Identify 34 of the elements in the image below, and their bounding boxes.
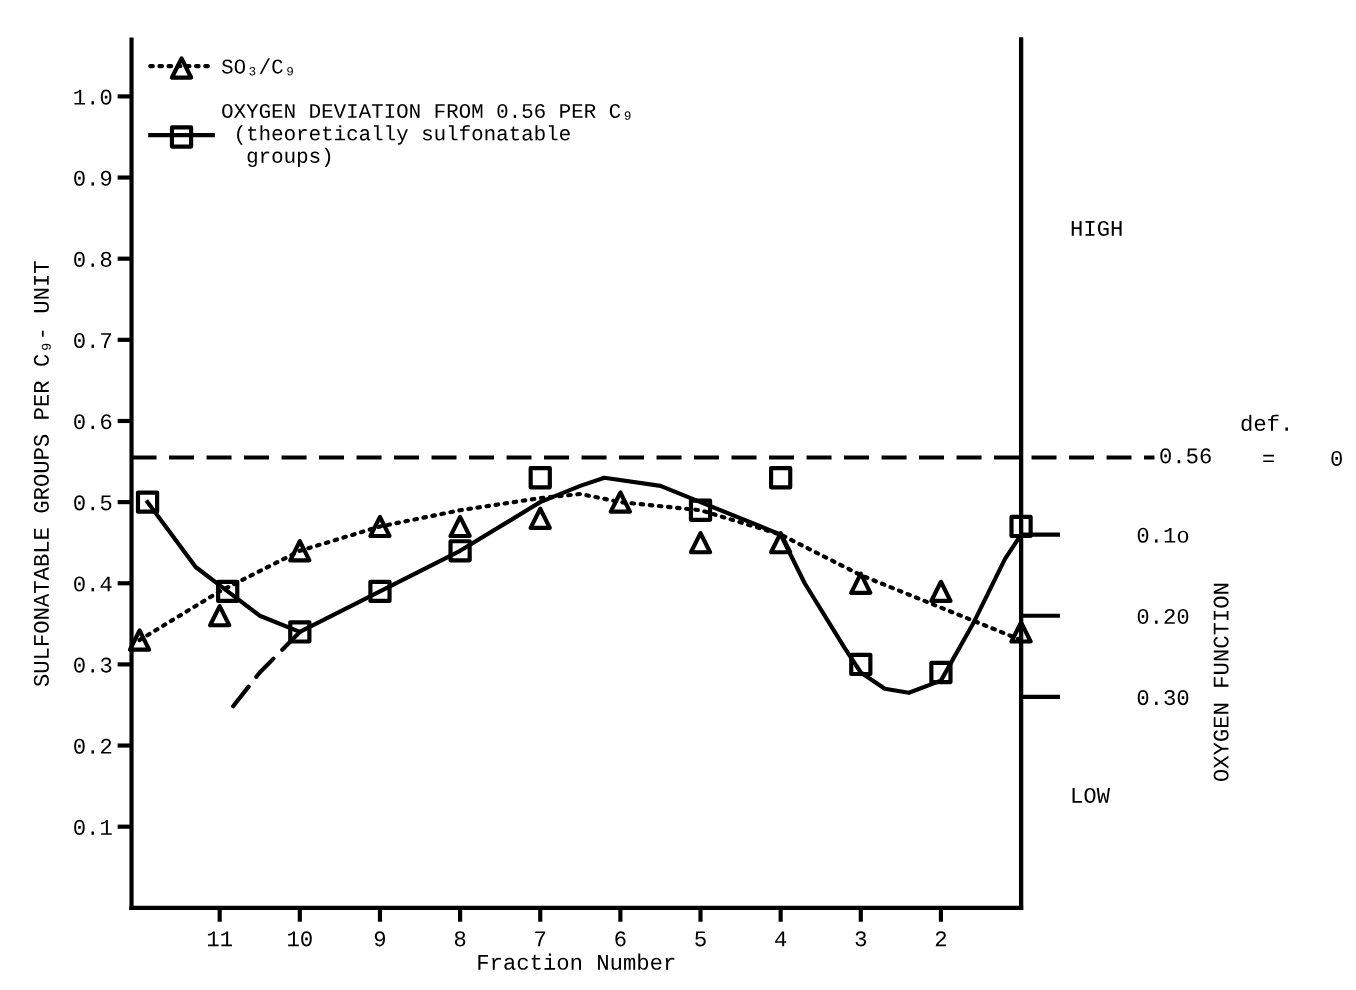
x-tick-label: 7 — [535, 931, 546, 947]
ref-line-label: 0.56 — [1160, 448, 1211, 464]
x-tick-label: 5 — [695, 931, 706, 947]
y2-axis-title: OXYGEN FUNCTION — [1213, 583, 1229, 782]
text: = — [1263, 454, 1275, 463]
x-tick-label: 10 — [288, 931, 312, 947]
text: LOW — [1072, 787, 1110, 803]
x-tick-label: 4 — [775, 931, 787, 947]
x-tick-label: 3 — [855, 931, 867, 947]
y2-tick-label: 0.30 — [1137, 690, 1189, 706]
x-tick-label: 8 — [454, 931, 466, 947]
x-tick-label: 2 — [935, 931, 947, 947]
y-tick-label: 0.8 — [74, 251, 112, 267]
x-axis-title: Fraction Number — [478, 953, 675, 970]
x-tick-label: 9 — [374, 931, 386, 947]
text: def. — [1241, 414, 1288, 432]
y-tick-label: 0.7 — [74, 333, 112, 349]
y-tick-label: 0.4 — [74, 576, 112, 592]
y-tick-label: 1.0 — [74, 89, 112, 105]
y-tick-label: 0.3 — [74, 657, 112, 673]
y-tick-label: 0.1 — [74, 819, 112, 835]
legend-label: SO₃/C₉ — [221, 58, 293, 76]
y-tick-label: 0.6 — [74, 414, 112, 430]
y2-tick-label: 0.1o — [1137, 527, 1189, 543]
y-tick-label: 0.9 — [74, 170, 112, 186]
y-tick-label: 0.5 — [74, 495, 112, 511]
text: 0 — [1331, 450, 1342, 466]
legend-label: OXYGEN DEVIATION FROM 0.56 PER C₉ (theoretically sulfonatable groups) — [222, 103, 631, 168]
y2-tick-label: 0.20 — [1137, 608, 1189, 624]
x-tick-label: 11 — [207, 931, 232, 947]
y-tick-label: 0.2 — [74, 738, 112, 754]
x-tick-label: 6 — [615, 931, 626, 947]
text: HIGH — [1071, 220, 1122, 236]
y-axis-title: SULFONATABLE GROUPS PER C₉- UNIT — [33, 261, 51, 687]
